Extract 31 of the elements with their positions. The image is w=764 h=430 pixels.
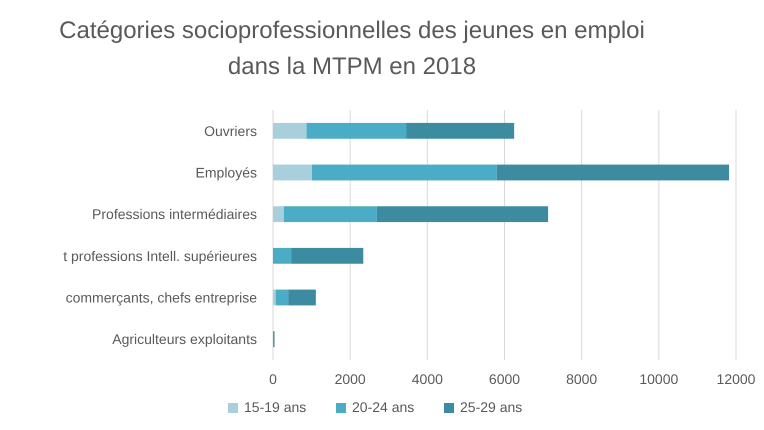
bar <box>496 164 730 180</box>
y-tick-label: Agriculteurs exploitants <box>112 331 257 348</box>
x-tick-label: 8000 <box>566 371 598 387</box>
y-tick-label: Professions intermédiaires <box>92 206 257 222</box>
x-tick-label: 4000 <box>412 371 444 387</box>
y-tick-label: Employés <box>196 164 257 180</box>
x-tick-label: 12000 <box>716 371 756 387</box>
bar <box>312 164 497 180</box>
legend-label: 20-24 ans <box>352 399 414 415</box>
legend-label: 25-29 ans <box>460 399 522 415</box>
bar <box>376 206 548 222</box>
bar <box>273 164 312 180</box>
x-tick-label: 10000 <box>639 371 679 387</box>
bar <box>288 290 316 306</box>
x-tick-label: 2000 <box>334 371 366 387</box>
bar <box>273 122 307 139</box>
bar <box>406 122 514 139</box>
bar <box>273 248 292 264</box>
legend-label: 15-19 ans <box>244 399 306 415</box>
x-tick-label: 0 <box>269 371 278 387</box>
bar <box>276 290 288 306</box>
y-tick-label: commerçants, chefs entreprise <box>66 290 258 306</box>
chart-title: Catégories socioprofessionnelles des jeunes en emploi dans la MTPM en 2018 <box>59 17 645 80</box>
x-tick-label: 6000 <box>488 371 520 387</box>
bar <box>306 122 406 139</box>
y-tick-label: t professions Intell. supérieures <box>63 248 257 264</box>
y-tick-label: Ouvriers <box>204 122 257 139</box>
bar <box>291 248 364 264</box>
bar <box>273 206 284 222</box>
bar <box>284 206 377 222</box>
bar <box>273 290 276 306</box>
